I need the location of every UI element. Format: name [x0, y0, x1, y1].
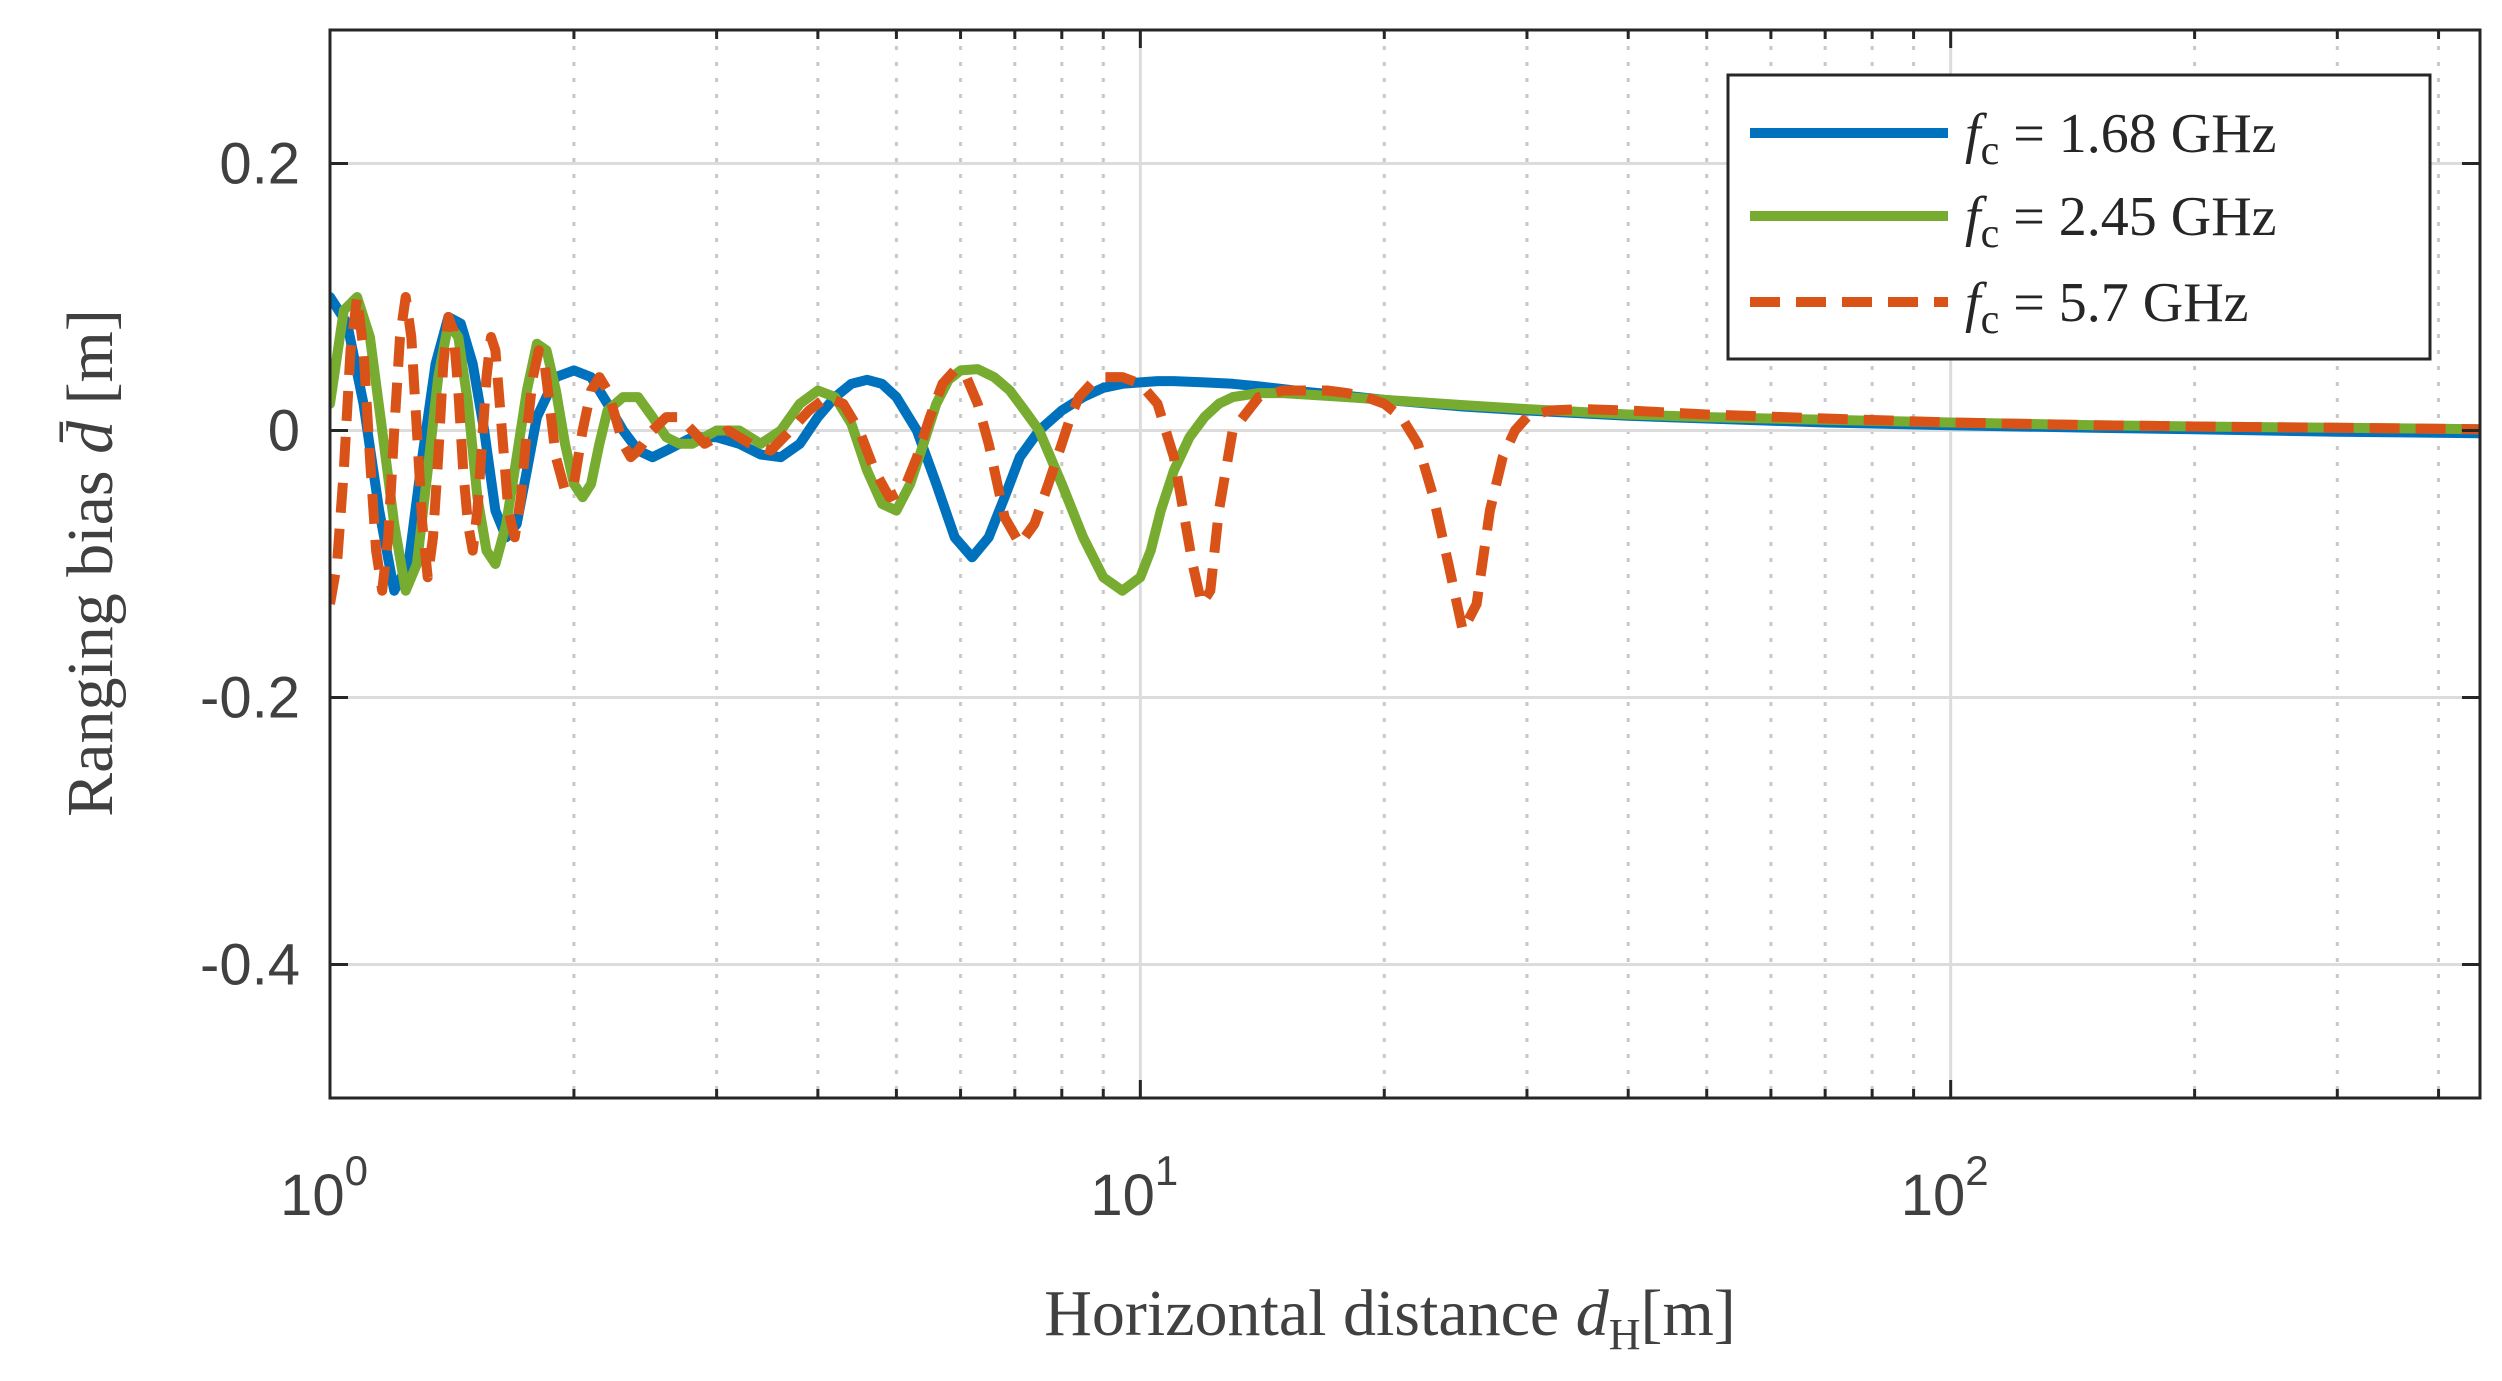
- axis-ticks: 100 101 102 0.2 0 -0.2 -0.4: [200, 30, 2480, 1228]
- legend-label-5-7ghz: fc = 5.7 GHz: [1965, 272, 2249, 343]
- x-tick-label: 100: [280, 1147, 368, 1228]
- x-tick-label: 102: [1901, 1147, 1989, 1228]
- x-axis-label-unit: [m]: [1640, 1277, 1735, 1350]
- y-axis-label: Ranging bias d̄ [m]: [54, 309, 127, 817]
- y-tick-label: 0.2: [219, 132, 300, 197]
- series-lines: [330, 292, 2480, 636]
- x-axis-label: Horizontal distance dH[m]: [1044, 1277, 1736, 1359]
- x-axis-label-subscript: H: [1609, 1310, 1641, 1359]
- y-axis-label-unit: [m]: [54, 309, 127, 404]
- y-axis-label-symbol: d̄: [54, 420, 127, 454]
- legend-label-2-45ghz: fc = 2.45 GHz: [1965, 186, 2277, 257]
- y-tick-label: -0.2: [200, 666, 300, 731]
- x-axis-label-symbol: d: [1576, 1277, 1610, 1350]
- legend-label-1-68ghz: fc = 1.68 GHz: [1965, 103, 2277, 174]
- y-tick-label: -0.4: [200, 933, 300, 998]
- x-axis-label-text: Horizontal distance: [1044, 1277, 1559, 1350]
- x-tick-label: 101: [1090, 1147, 1178, 1228]
- y-axis-label-text: Ranging bias: [54, 470, 127, 816]
- series-line-5-7-ghz: [330, 292, 2480, 636]
- y-tick-label: 0: [268, 399, 300, 464]
- legend: fc = 1.68 GHz fc = 2.45 GHz fc = 5.7 GHz: [1726, 73, 2432, 361]
- plot-frame: [328, 28, 2482, 1100]
